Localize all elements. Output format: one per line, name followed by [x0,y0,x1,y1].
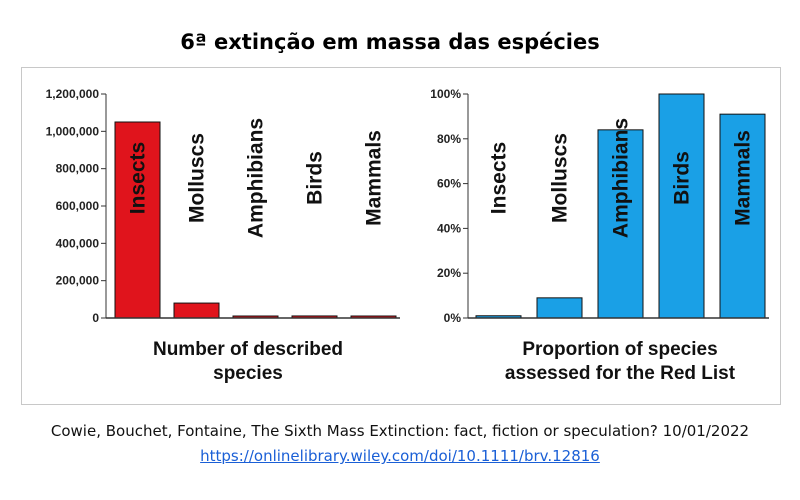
y-tick-label: 60% [437,177,461,191]
bar-molluscs [536,297,583,319]
y-tick-label: 400,000 [56,236,100,250]
chart-described-species: 0 200,000 400,000 600,000 800,000 1,000,000 1,… [46,87,400,384]
chart-red-list-proportion: 0% 20% 40% 60% 80% 100% Insects Molluscs Amphibi… [430,87,769,384]
category-label: Amphibians [610,118,633,238]
category-label: Birds [304,151,327,205]
y-tick-label: 40% [437,221,461,235]
category-label: Mammals [732,130,755,226]
citation-text: Cowie, Bouchet, Fontaine, The Sixth Mass… [50,422,750,440]
bar-amphibians [597,129,644,319]
x-axis-title-line: Number of described [153,339,343,360]
category-label: Insects [488,142,511,214]
x-axis-title-line: Proportion of species [522,339,717,360]
y-tick-label: 1,000,000 [46,124,100,138]
category-label: Amphibians [245,118,268,238]
y-tick-label: 1,200,000 [46,87,100,101]
category-label: Insects [127,142,150,214]
y-tick-label: 0% [444,311,462,325]
y-tick-label: 800,000 [56,162,100,176]
y-tick-label: 0 [92,311,99,325]
citation-link-wrap: https://onlinelibrary.wiley.com/doi/10.1… [0,447,800,465]
category-label: Birds [671,151,694,205]
citation-link[interactable]: https://onlinelibrary.wiley.com/doi/10.1… [200,447,600,465]
y-tick-label: 100% [430,87,461,101]
slide-title: 6ª extinção em massa das espécies [180,30,600,54]
category-label: Mammals [363,130,386,226]
category-label: Molluscs [549,133,572,223]
x-axis-title-line: species [213,363,283,384]
y-tick-label: 200,000 [56,274,100,288]
bar-mammals [719,113,766,319]
bar-birds [658,93,705,319]
y-tick-label: 600,000 [56,199,100,213]
y-tick-label: 80% [437,132,461,146]
bar-molluscs [173,302,220,319]
y-tick-label: 20% [437,266,461,280]
category-label: Molluscs [186,133,209,223]
x-axis-title-line: assessed for the Red List [505,363,736,384]
bar-insects [114,121,161,319]
